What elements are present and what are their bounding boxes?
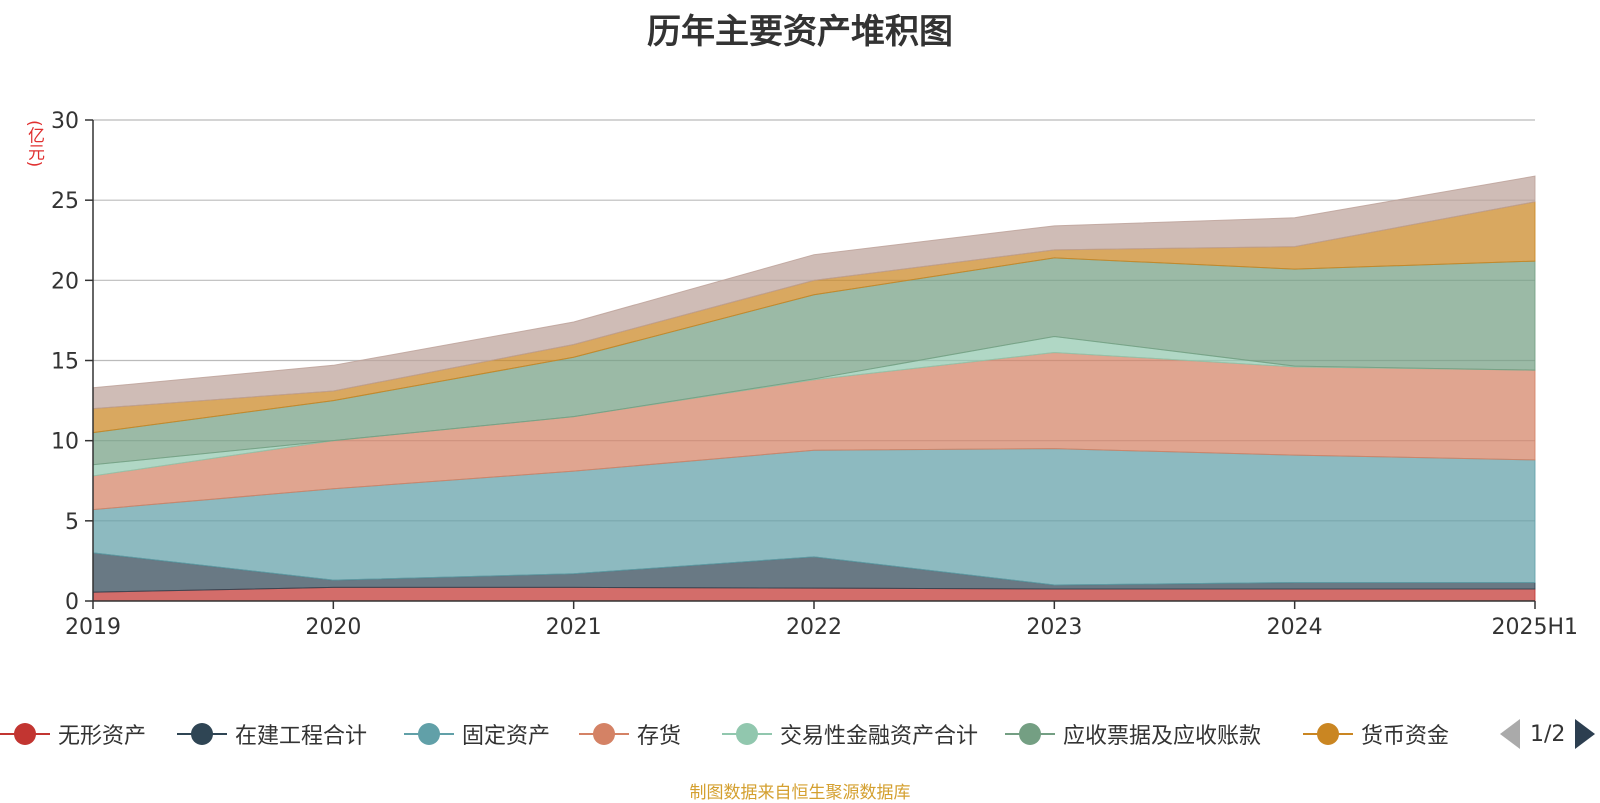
- legend-item[interactable]: 无形资产: [0, 716, 146, 752]
- x-tick-label: 2019: [65, 615, 121, 640]
- legend-page-indicator: 1/2: [1530, 721, 1566, 747]
- y-tick-label: 5: [65, 510, 79, 535]
- x-tick-label: 2021: [546, 615, 602, 640]
- legend-label: 固定资产: [462, 724, 551, 749]
- legend-marker-icon: [1303, 716, 1353, 752]
- legend-marker-icon: [722, 716, 772, 752]
- legend-item[interactable]: 交易性金融资产合计: [722, 716, 978, 752]
- legend-next-page-icon[interactable]: [1575, 719, 1596, 749]
- legend-label: 存货: [637, 724, 682, 749]
- legend-pager: 1/2: [1500, 718, 1596, 750]
- legend-marker-icon: [404, 716, 454, 752]
- x-tick-label: 2024: [1267, 615, 1323, 640]
- y-tick-label: 20: [51, 269, 79, 294]
- legend-item[interactable]: 在建工程合计: [177, 716, 367, 752]
- legend-item[interactable]: 应收票据及应收账款: [1005, 716, 1261, 752]
- legend: 无形资产 在建工程合计 固定资产 存货 交易性金融资产合计 应收票据及应收账款 货币资金: [0, 716, 1600, 752]
- legend-item[interactable]: 固定资产: [404, 716, 550, 752]
- x-tick-label: 2022: [786, 615, 842, 640]
- legend-marker-icon: [1005, 716, 1055, 752]
- legend-label: 货币资金: [1361, 724, 1450, 749]
- x-tick-label: 2020: [305, 615, 361, 640]
- axes: 0 5 10 15 20 25 30 2019 2020 2021 2022 2023 2024 2025…: [51, 109, 1578, 640]
- y-tick-label: 15: [51, 350, 79, 375]
- legend-label: 交易性金融资产合计: [780, 724, 979, 749]
- source-note: 制图数据来自恒生聚源数据库: [689, 783, 911, 803]
- chart-title: 历年主要资产堆积图: [647, 12, 953, 52]
- y-tick-label: 30: [51, 109, 79, 134]
- y-axis-unit-label: (亿元): [24, 120, 44, 168]
- legend-marker-icon: [177, 716, 227, 752]
- legend-item[interactable]: 货币资金: [1303, 716, 1449, 752]
- y-tick-label: 25: [51, 189, 79, 214]
- x-tick-label: 2025H1: [1491, 615, 1578, 640]
- legend-marker-icon: [0, 716, 50, 752]
- legend-label: 应收票据及应收账款: [1063, 724, 1262, 749]
- legend-prev-page-icon[interactable]: [1500, 719, 1520, 749]
- legend-marker-icon: [579, 716, 629, 752]
- stacked-areas: [92, 175, 1536, 602]
- y-tick-label: 0: [65, 590, 79, 615]
- legend-label: 在建工程合计: [235, 724, 368, 749]
- area-series-8[interactable]: [92, 175, 1536, 410]
- x-tick-label: 2023: [1026, 615, 1082, 640]
- legend-item[interactable]: 存货: [579, 716, 681, 752]
- y-tick-label: 10: [51, 430, 79, 455]
- legend-label: 无形资产: [58, 724, 147, 749]
